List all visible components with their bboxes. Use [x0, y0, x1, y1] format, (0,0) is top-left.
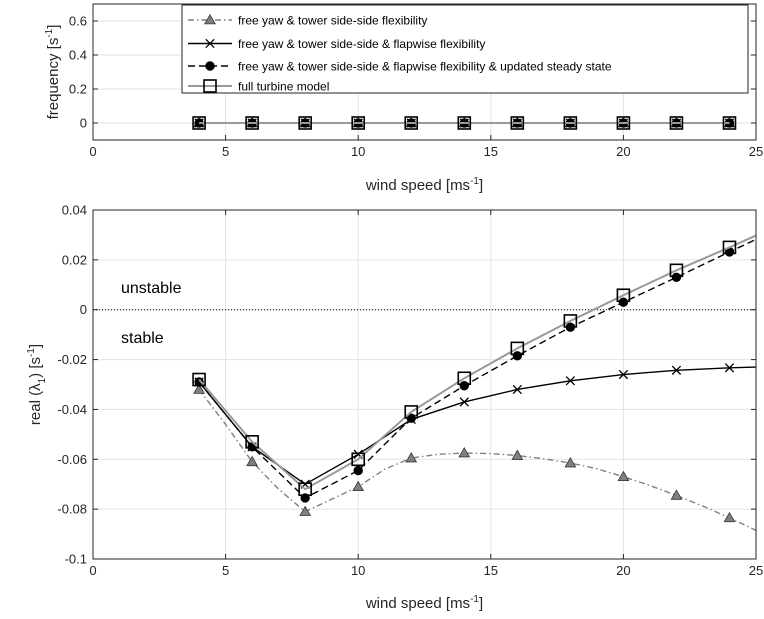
bottom-series-4-point	[722, 240, 737, 255]
bottom-series-4-point	[298, 482, 312, 497]
legend-label-4: full turbine model	[238, 80, 329, 94]
bottom-series-4-point	[245, 435, 259, 449]
bottom-series-4-point	[563, 314, 578, 328]
top-series-4-point	[404, 116, 419, 130]
bottom-series-1-point	[352, 480, 365, 492]
bottom-series-2-point	[671, 365, 682, 375]
x-tick-label: 20	[616, 144, 630, 159]
bottom-series-4-point	[192, 372, 206, 387]
bottom-series-3-point	[459, 381, 469, 391]
y-tick-label: -0.1	[65, 552, 87, 567]
top-series-4-point	[616, 116, 631, 130]
x-tick-label: 10	[351, 563, 365, 578]
bottom-series-2-point	[512, 384, 522, 395]
bottom-y-axis-label: real (λ1) [s-1]	[26, 344, 48, 425]
bottom-x-axis-label: wind speed [ms-1]	[365, 594, 483, 612]
legend: free yaw & tower side-side flexibility fr…	[181, 4, 749, 94]
y-tick-label: 0	[80, 116, 87, 131]
y-tick-label: 0.2	[69, 82, 87, 97]
bottom-series-1-point	[670, 489, 683, 500]
bottom-series-4-point	[669, 263, 684, 278]
top-series-4-point	[563, 116, 578, 130]
bottom-series-line-3	[198, 238, 757, 499]
legend-marker-3	[205, 61, 215, 71]
bottom-series-2-point	[618, 369, 629, 380]
x-tick-label: 5	[222, 144, 229, 159]
y-tick-label: 0	[80, 302, 87, 317]
bottom-series-1-point	[564, 457, 577, 468]
bottom-series-line-2	[198, 366, 757, 486]
bottom-tick-labels: 0 5 10 15 20 25 -0.1 -0.08 -0.06 -0.04 -0.02 0 0.02 0…	[57, 203, 763, 579]
top-series-4-point	[351, 116, 366, 130]
y-tick-label: -0.02	[57, 352, 87, 367]
bottom-series-3-point	[618, 297, 629, 307]
y-tick-label: 0.02	[62, 252, 87, 267]
x-tick-label: 0	[89, 563, 96, 578]
bottom-series-4-point	[457, 371, 472, 386]
bottom-series-4-point	[616, 288, 631, 303]
bottom-series-1-point	[405, 452, 418, 463]
y-tick-label: 0.4	[69, 48, 87, 63]
x-tick-label: 15	[484, 563, 498, 578]
bottom-series-3-point	[671, 272, 682, 283]
bottom-series-1-point	[511, 449, 524, 460]
top-series-4-point	[298, 116, 312, 130]
top-axes-frame	[92, 3, 757, 141]
top-series-4-point	[192, 116, 206, 130]
y-tick-label: -0.04	[57, 402, 87, 417]
top-series-4-point	[722, 116, 737, 130]
bottom-series-4-point	[510, 341, 525, 356]
x-tick-label: 10	[351, 144, 365, 159]
bottom-series-1-point	[723, 511, 736, 523]
bottom-series-2-point	[459, 397, 469, 407]
bottom-series-1-point	[246, 455, 259, 467]
top-y-axis-label: frequency [s-1]	[44, 25, 62, 120]
legend-marker-4	[203, 79, 217, 93]
legend-box	[181, 4, 749, 94]
x-tick-label: 25	[749, 563, 763, 578]
bottom-series	[192, 234, 757, 531]
top-series-4-point	[245, 116, 259, 130]
legend-marker-2	[205, 38, 215, 49]
top-series-4-point	[457, 116, 472, 130]
stable-label: stable	[121, 330, 164, 347]
x-tick-label: 0	[89, 144, 96, 159]
x-tick-label: 25	[749, 144, 763, 159]
bottom-series-1-point	[193, 383, 205, 394]
y-tick-label: -0.06	[57, 452, 87, 467]
legend-label-3: free yaw & tower side-side & flapwise fl…	[238, 60, 612, 74]
y-tick-label: -0.08	[57, 502, 87, 517]
bottom-series-4-point	[351, 452, 366, 467]
x-tick-label: 20	[616, 563, 630, 578]
top-tick-labels: 0 5 10 15 20 25 0 0.2 0.4 0.6	[69, 14, 763, 160]
top-series-4-point	[669, 116, 684, 130]
x-tick-label: 15	[484, 144, 498, 159]
bottom-series-2-point	[724, 363, 735, 373]
bottom-series-1-point	[458, 447, 471, 458]
bottom-series-3-point	[512, 351, 523, 361]
unstable-label: unstable	[121, 280, 182, 297]
top-series	[192, 116, 737, 130]
bottom-axes-frame	[92, 209, 757, 560]
y-tick-label: 0.6	[69, 14, 87, 29]
y-tick-label: 0.04	[62, 203, 87, 218]
legend-label-2: free yaw & tower side-side & flapwise fl…	[238, 37, 485, 51]
legend-label-1: free yaw & tower side-side flexibility	[238, 14, 427, 28]
bottom-series-line-4	[198, 234, 757, 491]
bottom-series-1-point	[617, 470, 630, 482]
bottom-series-2-point	[565, 376, 576, 386]
bottom-series-4-point	[404, 405, 419, 419]
top-x-axis-label: wind speed [ms-1]	[365, 176, 483, 194]
bottom-series-1-point	[299, 505, 312, 516]
top-series-4-point	[510, 116, 525, 130]
bottom-series-line-1	[198, 389, 757, 531]
legend-marker-1	[204, 13, 216, 25]
bottom-series-3-point	[353, 465, 363, 476]
x-tick-label: 5	[222, 563, 229, 578]
